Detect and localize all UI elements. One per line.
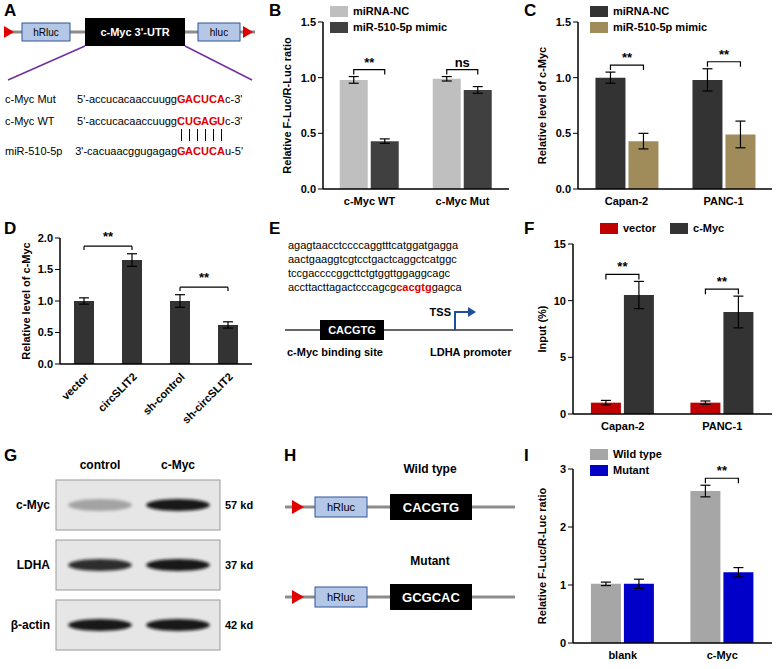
- html-text:agagtaacctccccaggtttcatggatgag: agagtaacctccccaggtttcatggatgagga: [288, 239, 458, 251]
- svg-text:Relative F-Luc/R-Luc ratio: Relative F-Luc/R-Luc ratio: [536, 488, 548, 625]
- svg-text:0: 0: [560, 637, 566, 649]
- svg-text:1: 1: [560, 579, 566, 591]
- svg-text:**: **: [199, 270, 210, 285]
- svg-text:10: 10: [554, 295, 566, 307]
- svg-text:c-Myc WT: c-Myc WT: [344, 195, 396, 207]
- html-text:miR-510-5p mimic: miR-510-5p mimic: [353, 21, 448, 33]
- html-text:c-Myc Mut: c-Myc Mut: [5, 93, 56, 105]
- svg-text:circSLIT2: circSLIT2: [95, 370, 139, 414]
- svg-text:0.5: 0.5: [38, 326, 53, 338]
- html-text:E: E: [269, 219, 281, 238]
- svg-text:**: **: [717, 274, 728, 289]
- svg-text:57 kd: 57 kd: [225, 499, 253, 511]
- html-text:Mutant: Mutant: [613, 464, 649, 476]
- html-text:miRNA-NC: miRNA-NC: [613, 5, 670, 17]
- svg-text:1.5: 1.5: [38, 263, 53, 275]
- html-text:3'-cacuaacggugagag G A C U C A: 3'-cacuaacggugagag G A C U C A u-5': [75, 145, 243, 157]
- svg-text:c-Myc 3'-UTR: c-Myc 3'-UTR: [100, 26, 169, 38]
- svg-text:1.0: 1.0: [301, 72, 316, 84]
- svg-text:hRluc: hRluc: [327, 591, 356, 603]
- svg-text:control: control: [80, 458, 121, 472]
- svg-text:ns: ns: [455, 55, 470, 70]
- svg-text:Relative level of c-Myc: Relative level of c-Myc: [536, 47, 548, 164]
- svg-text:0.5: 0.5: [556, 127, 571, 139]
- svg-text:**: **: [103, 229, 114, 244]
- svg-text:2: 2: [560, 521, 566, 533]
- svg-text:0: 0: [560, 408, 566, 420]
- svg-text:Relative level of c-Myc: Relative level of c-Myc: [20, 242, 32, 359]
- svg-text:LDHA promoter: LDHA promoter: [430, 346, 512, 358]
- svg-text:0.0: 0.0: [556, 183, 571, 195]
- svg-text:CACGTG: CACGTG: [403, 500, 459, 515]
- svg-text:37 kd: 37 kd: [225, 559, 253, 571]
- svg-text:3: 3: [560, 463, 566, 475]
- html-text:aactgaaggtcgtcctgactcaggctcatg: aactgaaggtcgtcctgactcaggctcatggc: [288, 253, 457, 265]
- svg-text:hRluc: hRluc: [327, 501, 356, 513]
- svg-text:GCGCAC: GCGCAC: [402, 590, 460, 605]
- svg-text:5: 5: [560, 351, 566, 363]
- svg-text:**: **: [622, 50, 633, 65]
- html-text:C: C: [524, 1, 537, 20]
- svg-text:TSS: TSS: [430, 306, 451, 318]
- html-text:H: H: [284, 446, 297, 465]
- svg-text:**: **: [717, 463, 728, 478]
- html-text:tccgaccccggcttctgtggttggaggcag: tccgaccccggcttctgtggttggaggcagc: [288, 267, 450, 279]
- html-text:miRNA-NC: miRNA-NC: [353, 5, 410, 17]
- svg-text:vector: vector: [59, 370, 91, 402]
- svg-text:c-Myc binding site: c-Myc binding site: [287, 346, 383, 358]
- svg-text:1.5: 1.5: [301, 16, 316, 28]
- svg-text:c-Myc Mut: c-Myc Mut: [436, 195, 490, 207]
- svg-text:CACGTG: CACGTG: [328, 324, 376, 336]
- html-text:Wild type: Wild type: [613, 448, 662, 460]
- svg-text:sh-circSLIT2: sh-circSLIT2: [180, 370, 235, 425]
- svg-text:42 kd: 42 kd: [225, 619, 253, 631]
- html-text:accttacttagactcccagcg cacgtg g: accttacttagactcccagcg cacgtg gagca: [288, 281, 462, 293]
- html-text:A: A: [4, 1, 17, 20]
- svg-text:hRluc: hRluc: [33, 27, 59, 38]
- svg-text:0.0: 0.0: [38, 358, 53, 370]
- svg-text:Relative F-Luc/R-Luc ratio: Relative F-Luc/R-Luc ratio: [281, 37, 293, 174]
- html-text:miR-510-5p mimic: miR-510-5p mimic: [613, 21, 708, 33]
- svg-text:Capan-2: Capan-2: [601, 420, 644, 432]
- svg-text:Input (%): Input (%): [536, 305, 548, 352]
- svg-text:Mutant: Mutant: [410, 554, 449, 568]
- svg-text:blank: blank: [608, 649, 638, 661]
- svg-text:0.0: 0.0: [301, 183, 316, 195]
- svg-text:**: **: [617, 259, 628, 274]
- svg-text:**: **: [719, 47, 730, 62]
- html-text:miR-510-5p: miR-510-5p: [5, 145, 63, 157]
- svg-text:c-Myc: c-Myc: [707, 649, 738, 661]
- svg-text:sh-control: sh-control: [140, 370, 187, 417]
- svg-text:c-Myc: c-Myc: [16, 498, 50, 512]
- svg-text:2.0: 2.0: [38, 232, 53, 244]
- svg-text:PANC-1: PANC-1: [702, 420, 742, 432]
- svg-text:1.0: 1.0: [556, 72, 571, 84]
- html-text:I: I: [524, 446, 529, 465]
- svg-text:0.5: 0.5: [301, 127, 316, 139]
- svg-text:**: **: [364, 55, 375, 70]
- svg-text:c-Myc: c-Myc: [161, 458, 195, 472]
- svg-text:1.5: 1.5: [556, 16, 571, 28]
- svg-text:Capan-2: Capan-2: [605, 195, 648, 207]
- svg-text:Wild type: Wild type: [403, 462, 457, 476]
- html-text:5'-accucacaaccuugg G A C U C A: 5'-accucacaaccuugg G A C U C A c-3': [77, 93, 243, 105]
- svg-text:hluc: hluc: [210, 27, 228, 38]
- html-text:F: F: [524, 219, 535, 238]
- html-text:B: B: [269, 1, 282, 20]
- html-text:5'-accucacaaccuugg C U G A G U: 5'-accucacaaccuugg C U G A G U c-3': [77, 115, 243, 127]
- html-text:c-Myc: c-Myc: [693, 222, 725, 234]
- html-text:D: D: [4, 219, 17, 238]
- svg-text:1.0: 1.0: [38, 295, 53, 307]
- svg-text:PANC-1: PANC-1: [703, 195, 743, 207]
- html-text:G: G: [4, 446, 18, 465]
- svg-text:β-actin: β-actin: [11, 618, 50, 632]
- svg-text:15: 15: [554, 238, 566, 250]
- html-text:vector: vector: [623, 222, 656, 234]
- svg-text:LDHA: LDHA: [17, 558, 51, 572]
- html-text:c-Myc WT: c-Myc WT: [5, 115, 55, 127]
